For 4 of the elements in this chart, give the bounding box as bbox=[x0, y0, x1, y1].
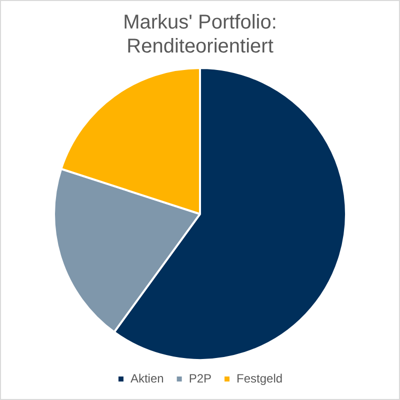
legend-label: Festgeld bbox=[236, 371, 283, 386]
legend-label: Aktien bbox=[130, 371, 164, 386]
legend-label: P2P bbox=[188, 371, 212, 386]
chart-title: Markus' Portfolio: Renditeorientiert bbox=[123, 12, 277, 58]
